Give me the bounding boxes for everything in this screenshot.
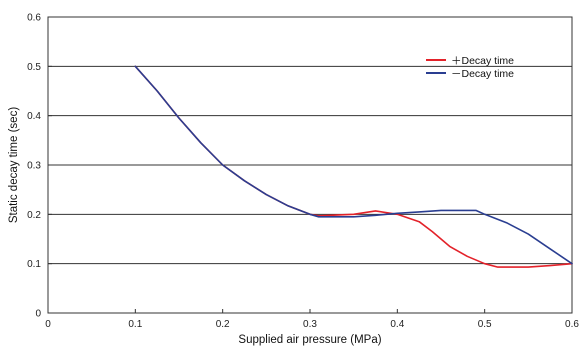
legend: ＋Decay time －Decay time: [426, 55, 514, 80]
x-axis-ticks: 0 0.1 0.2 0.3 0.4 0.5 0.6: [45, 309, 579, 330]
x-tick-label: 0.6: [565, 319, 579, 330]
x-tick-label: 0: [45, 319, 51, 330]
x-tick-label: 0.2: [216, 319, 230, 330]
x-tick-label: 0.5: [478, 319, 492, 330]
y-tick-label: 0.5: [27, 62, 41, 73]
y-tick-label: 0.3: [27, 161, 41, 172]
y-tick-label: 0.2: [27, 210, 41, 221]
y-tick-label: 0: [35, 309, 41, 320]
x-axis-title: Supplied air pressure (MPa): [238, 334, 381, 346]
y-axis-ticks: 0 0.1 0.2 0.3 0.4 0.5 0.6: [27, 13, 52, 320]
y-axis-title: Static decay time (sec): [8, 107, 20, 223]
x-tick-label: 0.3: [303, 319, 317, 330]
series-line-minus-decay: [134, 65, 573, 265]
y-tick-label: 0.1: [27, 259, 41, 270]
y-tick-label: 0.4: [27, 111, 41, 122]
y-tick-label: 0.6: [27, 13, 41, 24]
legend-label-plus: ＋Decay time: [451, 55, 514, 67]
series-layer: [134, 65, 573, 268]
legend-label-minus: －Decay time: [451, 68, 514, 80]
x-tick-label: 0.4: [390, 319, 404, 330]
x-tick-label: 0.1: [128, 319, 142, 330]
